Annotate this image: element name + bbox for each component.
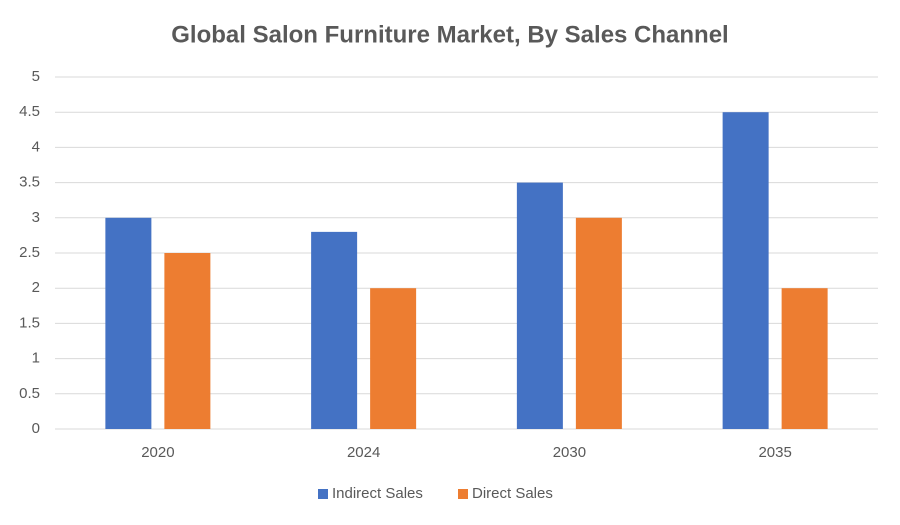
y-tick-label: 3: [32, 209, 40, 226]
y-tick-label: 1.5: [19, 314, 40, 331]
chart-title: Global Salon Furniture Market, By Sales …: [171, 21, 728, 48]
bar: [370, 288, 417, 429]
x-tick-label: 2020: [141, 444, 174, 461]
bar: [722, 112, 769, 429]
bar: [781, 288, 828, 429]
y-tick-label: 4: [32, 138, 40, 155]
y-tick-label: 0.5: [19, 385, 40, 402]
legend-label: Direct Sales: [472, 485, 553, 502]
y-tick-label: 2.5: [19, 244, 40, 261]
x-tick-label: 2035: [758, 444, 791, 461]
bar: [516, 182, 563, 429]
y-tick-label: 1: [32, 350, 40, 367]
y-tick-label: 0: [32, 420, 40, 437]
y-tick-label: 3.5: [19, 174, 40, 191]
bar: [164, 253, 211, 429]
bar: [311, 231, 358, 429]
bar: [105, 217, 152, 429]
legend-label: Indirect Sales: [332, 485, 423, 502]
x-tick-label: 2024: [347, 444, 380, 461]
x-tick-label: 2030: [553, 444, 586, 461]
legend-swatch: [458, 489, 468, 499]
y-tick-label: 5: [32, 68, 40, 85]
bar: [575, 217, 622, 429]
y-tick-label: 2: [32, 279, 40, 296]
y-tick-label: 4.5: [19, 103, 40, 120]
legend-swatch: [318, 489, 328, 499]
